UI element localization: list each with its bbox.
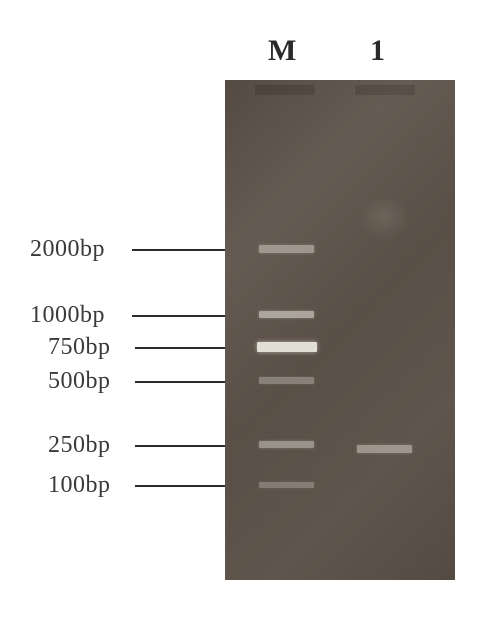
- lane-label-marker: M: [268, 34, 296, 68]
- well-sample-lane: [355, 85, 415, 95]
- band-marker-2000bp: [259, 245, 314, 253]
- size-label-100bp: 100bp: [48, 472, 111, 499]
- band-marker-1000bp: [259, 311, 314, 318]
- band-marker-250bp: [259, 441, 314, 448]
- band-sample-~250bp: [357, 445, 412, 453]
- size-label-250bp: 250bp: [48, 432, 111, 459]
- gel-background: [225, 80, 455, 580]
- band-sample-high-mw-smear: [360, 195, 410, 240]
- gel-image: [225, 80, 455, 580]
- size-label-750bp: 750bp: [48, 334, 111, 361]
- band-marker-100bp: [259, 482, 314, 488]
- size-label-500bp: 500bp: [48, 368, 111, 395]
- size-label-2000bp: 2000bp: [30, 236, 105, 263]
- well-marker-lane: [255, 85, 315, 95]
- gel-texture: [225, 80, 455, 580]
- band-marker-750bp: [257, 342, 317, 352]
- size-label-1000bp: 1000bp: [30, 302, 105, 329]
- lane-label-sample-1: 1: [370, 34, 385, 68]
- band-marker-500bp: [259, 377, 314, 384]
